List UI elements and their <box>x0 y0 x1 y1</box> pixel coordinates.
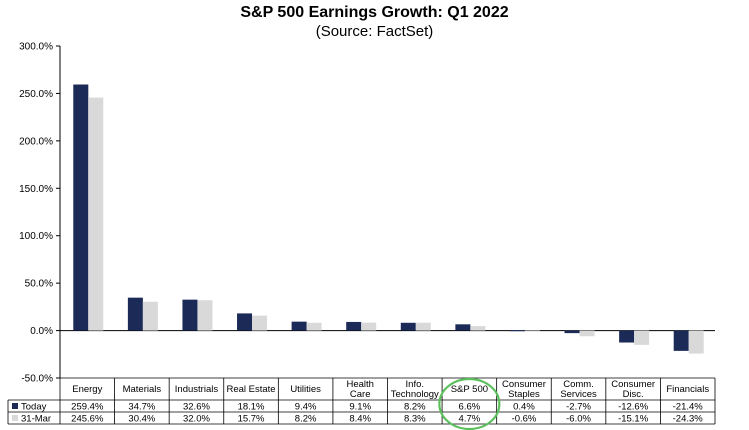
y-tick-label: 50.0% <box>25 279 53 290</box>
y-tick-label: 150.0% <box>19 184 53 195</box>
bar-today <box>619 330 635 343</box>
category-label: Financials <box>666 384 709 395</box>
data-label: 30.4% <box>128 414 155 425</box>
category-label: Staples <box>508 389 540 400</box>
data-label: 6.6% <box>459 402 481 413</box>
bar-today <box>182 299 198 331</box>
data-label: 8.3% <box>404 414 426 425</box>
data-label: -15.1% <box>618 414 649 425</box>
data-label: 32.6% <box>183 402 210 413</box>
y-tick-label: 0.0% <box>30 326 53 337</box>
data-label: 9.1% <box>349 402 371 413</box>
bar-today <box>509 330 525 332</box>
chart-title: S&P 500 Earnings Growth: Q1 2022 <box>240 4 509 21</box>
bar-mar31 <box>524 330 540 332</box>
bar-mar31 <box>197 300 213 331</box>
category-label: Technology <box>391 389 439 400</box>
data-label: -2.7% <box>566 402 591 413</box>
bar-mar31 <box>688 330 704 354</box>
bar-today <box>73 84 89 331</box>
bar-mar31 <box>142 301 158 331</box>
category-label: Consumer <box>502 379 546 390</box>
bar-mar31 <box>252 315 268 331</box>
bar-mar31 <box>306 322 322 331</box>
data-label: 245.6% <box>71 414 104 425</box>
legend-label: 31-Mar <box>21 414 51 425</box>
category-label: Consumer <box>611 379 655 390</box>
highlight-circle <box>438 377 501 430</box>
bar-today <box>127 297 143 331</box>
y-tick-label: 250.0% <box>19 89 53 100</box>
y-tick-label: 100.0% <box>19 231 53 242</box>
data-label: 9.4% <box>295 402 317 413</box>
y-tick-label: 200.0% <box>19 136 53 147</box>
category-label: Industrials <box>175 384 219 395</box>
data-label: 8.2% <box>404 402 426 413</box>
data-label: 259.4% <box>71 402 104 413</box>
bar-mar31 <box>415 322 431 331</box>
data-label: 0.4% <box>513 402 535 413</box>
category-label: Info. <box>406 379 425 390</box>
data-label: -6.0% <box>566 414 591 425</box>
category-label: Disc. <box>623 389 644 400</box>
y-tick-label: -50.0% <box>21 374 53 385</box>
category-label: Utilities <box>290 384 321 395</box>
bar-mar31 <box>88 97 104 331</box>
bar-mar31 <box>361 322 377 331</box>
category-label: Care <box>350 389 371 400</box>
data-label: 15.7% <box>238 414 265 425</box>
data-label: 32.0% <box>183 414 210 425</box>
category-label: Services <box>560 389 597 400</box>
legend-swatch-today <box>12 403 18 409</box>
data-label: 8.2% <box>295 414 317 425</box>
legend-swatch-mar31 <box>12 415 18 421</box>
bar-today <box>673 330 689 351</box>
data-label: -21.4% <box>673 402 704 413</box>
bar-mar31 <box>634 330 650 345</box>
data-label: -24.3% <box>673 414 704 425</box>
bar-today <box>291 321 307 331</box>
bar-mar31 <box>470 326 486 331</box>
category-label: Comm. <box>563 379 594 390</box>
data-label: 18.1% <box>238 402 265 413</box>
bar-today <box>455 324 471 331</box>
category-label: Health <box>346 379 373 390</box>
data-label: 34.7% <box>128 402 155 413</box>
y-tick-label: 300.0% <box>19 42 53 53</box>
legend-label: Today <box>21 402 47 413</box>
category-label: Real Estate <box>226 384 275 395</box>
category-label: S&P 500 <box>451 384 488 395</box>
category-label: Materials <box>123 384 162 395</box>
data-label: 8.4% <box>349 414 371 425</box>
bar-today <box>346 321 362 331</box>
bar-today <box>564 330 580 334</box>
data-label: 4.7% <box>459 414 481 425</box>
data-label: -12.6% <box>618 402 649 413</box>
bar-today <box>237 313 253 331</box>
chart-subtitle: (Source: FactSet) <box>315 23 434 40</box>
category-label: Energy <box>72 384 102 395</box>
bar-mar31 <box>579 330 595 337</box>
data-label: -0.6% <box>512 414 537 425</box>
bar-today <box>400 322 416 331</box>
